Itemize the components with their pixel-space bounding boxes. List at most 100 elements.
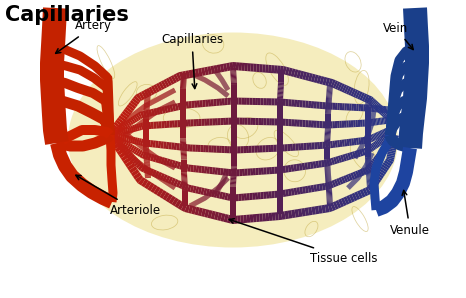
Polygon shape: [200, 145, 203, 152]
Polygon shape: [324, 148, 330, 150]
Polygon shape: [220, 182, 224, 186]
Polygon shape: [219, 78, 224, 81]
Polygon shape: [250, 168, 253, 176]
Polygon shape: [326, 101, 332, 102]
Polygon shape: [166, 181, 169, 185]
Polygon shape: [326, 94, 332, 96]
Polygon shape: [122, 111, 130, 118]
Polygon shape: [361, 169, 365, 172]
Polygon shape: [144, 163, 150, 164]
Polygon shape: [365, 151, 371, 152]
Polygon shape: [231, 170, 237, 172]
Polygon shape: [180, 133, 186, 134]
Polygon shape: [357, 174, 362, 178]
Polygon shape: [277, 66, 281, 74]
Polygon shape: [144, 107, 150, 108]
Polygon shape: [224, 173, 228, 176]
Polygon shape: [223, 63, 227, 72]
Polygon shape: [181, 154, 187, 155]
Polygon shape: [143, 148, 149, 150]
Polygon shape: [370, 119, 375, 120]
Polygon shape: [277, 173, 283, 174]
Polygon shape: [143, 114, 149, 115]
Polygon shape: [148, 115, 151, 119]
Polygon shape: [373, 102, 380, 109]
Polygon shape: [367, 158, 372, 160]
Polygon shape: [213, 188, 217, 193]
Polygon shape: [366, 176, 372, 177]
Polygon shape: [373, 142, 378, 148]
Polygon shape: [219, 77, 223, 80]
Polygon shape: [181, 157, 187, 159]
Polygon shape: [225, 171, 229, 174]
Polygon shape: [109, 132, 113, 139]
Polygon shape: [206, 189, 210, 196]
Polygon shape: [105, 135, 117, 203]
Polygon shape: [222, 91, 226, 95]
Polygon shape: [213, 65, 218, 74]
Polygon shape: [350, 152, 354, 159]
Polygon shape: [324, 162, 330, 163]
Polygon shape: [148, 101, 151, 106]
Polygon shape: [365, 143, 371, 144]
Polygon shape: [230, 198, 236, 199]
Polygon shape: [224, 146, 227, 153]
Polygon shape: [224, 172, 229, 174]
Polygon shape: [182, 202, 188, 203]
Polygon shape: [370, 180, 378, 187]
Polygon shape: [327, 90, 333, 91]
Polygon shape: [181, 159, 187, 160]
Polygon shape: [142, 139, 145, 146]
Polygon shape: [144, 169, 151, 170]
Polygon shape: [201, 166, 205, 173]
Polygon shape: [138, 108, 142, 112]
Polygon shape: [203, 77, 206, 82]
Polygon shape: [215, 190, 219, 193]
Polygon shape: [295, 143, 298, 150]
Polygon shape: [143, 144, 149, 145]
Polygon shape: [141, 105, 144, 110]
Polygon shape: [145, 90, 151, 91]
Polygon shape: [180, 82, 186, 83]
Polygon shape: [363, 104, 366, 111]
Polygon shape: [213, 189, 216, 193]
Polygon shape: [359, 146, 363, 149]
Polygon shape: [363, 138, 368, 141]
Polygon shape: [155, 156, 158, 160]
Polygon shape: [247, 118, 250, 125]
Polygon shape: [201, 77, 204, 81]
Polygon shape: [135, 159, 139, 163]
Polygon shape: [326, 96, 332, 97]
Polygon shape: [230, 193, 236, 194]
Polygon shape: [325, 134, 331, 136]
Polygon shape: [207, 80, 210, 84]
Polygon shape: [162, 94, 164, 99]
Polygon shape: [182, 196, 188, 197]
Polygon shape: [150, 140, 153, 147]
Polygon shape: [222, 177, 226, 180]
Polygon shape: [230, 215, 234, 224]
Polygon shape: [180, 85, 186, 86]
Polygon shape: [180, 95, 186, 96]
Polygon shape: [153, 84, 160, 92]
Polygon shape: [169, 183, 172, 187]
Polygon shape: [130, 128, 134, 132]
Polygon shape: [224, 172, 229, 174]
Polygon shape: [371, 111, 376, 113]
Polygon shape: [387, 127, 391, 134]
Polygon shape: [214, 70, 218, 73]
Polygon shape: [365, 155, 371, 156]
Polygon shape: [109, 131, 113, 138]
Polygon shape: [144, 160, 150, 162]
Polygon shape: [339, 140, 343, 147]
Polygon shape: [367, 158, 371, 161]
Polygon shape: [216, 99, 219, 106]
Polygon shape: [239, 63, 242, 71]
Polygon shape: [181, 177, 187, 179]
Polygon shape: [378, 107, 384, 114]
Polygon shape: [118, 115, 126, 122]
Polygon shape: [380, 109, 387, 116]
Polygon shape: [214, 191, 219, 193]
Polygon shape: [180, 120, 186, 121]
Polygon shape: [326, 184, 332, 185]
